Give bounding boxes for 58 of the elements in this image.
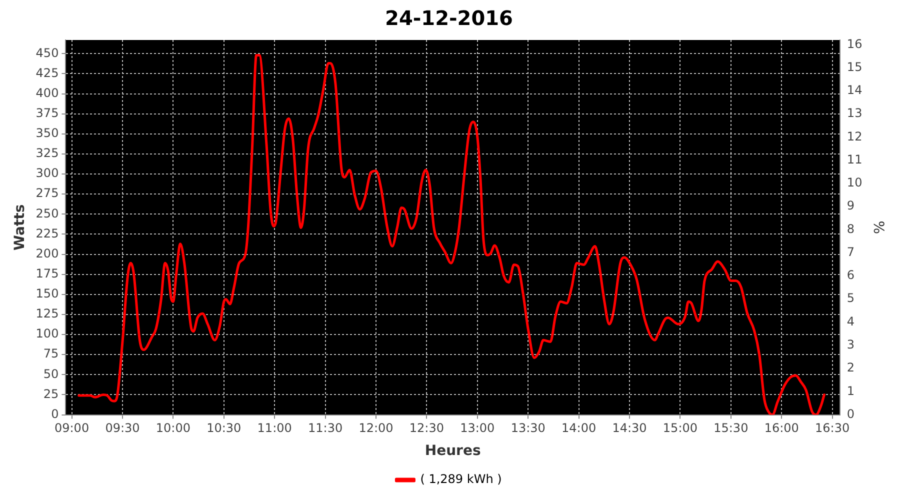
y2-tick-label: 3 — [846, 338, 855, 352]
y-tick-label: 50 — [43, 366, 59, 381]
x-tick-label: 10:30 — [206, 421, 242, 436]
x-tick-label: 09:30 — [105, 421, 140, 436]
y-tick-label: 100 — [36, 326, 59, 341]
y-tick-label: 350 — [36, 126, 59, 140]
y-tick-label: 275 — [36, 186, 59, 200]
x-tick-label: 11:00 — [257, 421, 292, 436]
y-tick-label: 0 — [51, 406, 59, 421]
y2-tick-label: 0 — [846, 406, 855, 421]
x-tick-label: 15:00 — [662, 421, 698, 436]
y2-tick-label: 4 — [846, 314, 855, 328]
y-tick-label: 425 — [36, 66, 59, 80]
y-tick-label: 225 — [36, 226, 59, 240]
x-tick-label: 13:00 — [460, 421, 495, 436]
y-tick-label: 400 — [36, 86, 59, 100]
legend-label: ( 1,289 kWh ) — [420, 472, 502, 486]
y2-tick-label: 14 — [846, 83, 862, 98]
x-tick-label: 16:30 — [815, 421, 850, 436]
y-tick-label: 250 — [36, 206, 59, 220]
y-axis-title: Watts — [12, 204, 28, 250]
y2-tick-label: 5 — [846, 291, 855, 306]
x-tick-label: 10:00 — [156, 421, 190, 436]
x-tick-label: 14:00 — [562, 421, 596, 436]
y2-tick-label: 16 — [846, 36, 862, 51]
y2-tick-label: 1 — [846, 384, 855, 398]
y-tick-label: 200 — [36, 246, 59, 260]
y-tick-label: 375 — [36, 106, 59, 120]
y2-tick-label: 7 — [846, 244, 855, 259]
y-tick-label: 125 — [36, 306, 59, 321]
x-axis-title: Heures — [424, 443, 481, 460]
y-tick-label: 450 — [36, 46, 59, 60]
y-tick-label: 150 — [36, 286, 59, 301]
x-tick-label: 16:00 — [764, 421, 799, 436]
y2-tick-label: 12 — [846, 129, 862, 144]
x-tick-label: 13:30 — [510, 421, 546, 436]
x-tick-label: 15:30 — [714, 421, 748, 436]
y-tick-label: 175 — [36, 266, 59, 280]
x-tick-label: 11:30 — [308, 421, 343, 436]
y2-tick-label: 13 — [846, 106, 862, 120]
line-series — [78, 54, 826, 415]
x-tick-label: 14:30 — [612, 421, 647, 436]
y2-axis-title: % — [870, 220, 886, 234]
y2-tick-label: 8 — [846, 222, 855, 236]
y-tick-label: 300 — [36, 166, 59, 180]
chart-title: 24-12-2016 — [385, 6, 513, 30]
y-tick-label: 25 — [43, 386, 59, 401]
y-tick-label: 75 — [43, 346, 59, 361]
y2-tick-label: 15 — [846, 60, 862, 74]
y2-tick-label: 6 — [846, 268, 855, 282]
y2-tick-label: 10 — [846, 176, 862, 190]
y2-tick-label: 9 — [846, 198, 855, 213]
x-tick-label: 12:00 — [358, 421, 394, 436]
y2-tick-label: 2 — [846, 360, 855, 375]
y-tick-label: 325 — [36, 146, 59, 160]
y2-tick-label: 11 — [846, 152, 862, 166]
x-tick-label: 12:30 — [409, 421, 444, 436]
x-tick-label: 09:00 — [54, 421, 90, 436]
